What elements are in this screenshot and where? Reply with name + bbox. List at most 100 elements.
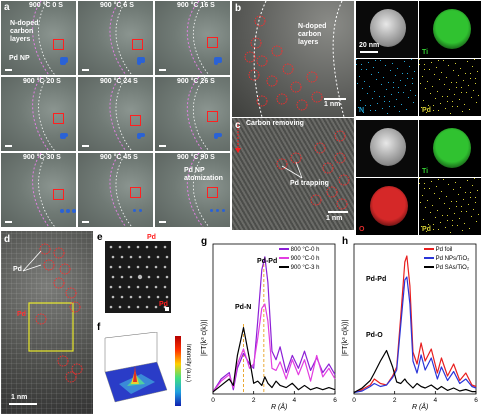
panel-a-tile-label: 900 °C 16 S xyxy=(177,2,215,9)
panel-a-tile: 900 °C 24 S xyxy=(78,77,153,151)
map-scalebar xyxy=(360,51,378,53)
fft-spot xyxy=(147,295,151,299)
panel-b-overlay xyxy=(244,1,345,117)
fft-spot xyxy=(127,285,131,289)
fft-spot xyxy=(120,255,124,259)
panel-e: e Pd Pd xyxy=(95,231,174,321)
panel-d-letter: d xyxy=(4,234,11,245)
panel-g-xlabel: R (Å) xyxy=(271,404,288,411)
x-tick-label: 6 xyxy=(333,397,337,404)
fft-spot xyxy=(163,285,167,289)
fft-spot xyxy=(120,295,124,299)
x-tick-label: 0 xyxy=(211,397,215,404)
fft-spot xyxy=(111,295,115,299)
fft-spot xyxy=(129,295,133,299)
panel-a-tile: 900 °C 20 S xyxy=(1,77,76,151)
fft-spot xyxy=(127,265,131,269)
panel-c-letter: c xyxy=(235,120,241,131)
panel-g-letter: g xyxy=(201,236,208,247)
series-line xyxy=(212,303,336,393)
panel-a-tile: 900 °C 45 S xyxy=(78,153,153,227)
fft-spot xyxy=(154,305,158,309)
nanoparticle-model-atom xyxy=(133,209,136,212)
panel-a: a 900 °C 0 S 900 °C 6 S 900 °C 16 S 900 °C … xyxy=(1,1,231,227)
fft-spot xyxy=(163,245,167,249)
panel-f-colorbar-label: Intensity (a.u.) xyxy=(185,344,191,383)
nanoparticle-model-atom xyxy=(141,133,145,137)
panel-a-tile-label: 900 °C 24 S xyxy=(100,78,138,85)
panel-g-legend: 800 °C-0 h 900 °C-0 h 900 °C-3 h xyxy=(279,246,319,273)
fft-spot xyxy=(118,245,122,249)
legend-item: Pd SAs/TiO₂ xyxy=(424,264,469,273)
panel-b-letter: b xyxy=(235,3,242,14)
fft-spot xyxy=(138,295,142,299)
x-tick-label: 2 xyxy=(393,397,397,404)
nanoparticle-model-atom xyxy=(218,133,222,137)
panel-a-tile: 900 °C 0 S xyxy=(1,1,76,75)
fft-spot xyxy=(129,275,133,279)
panel-e-letter: e xyxy=(97,232,103,243)
panel-a-tile-label: 900 °C 26 S xyxy=(177,78,215,85)
panel-a-tile: 900 °C 6 S xyxy=(78,1,153,75)
fft-spot xyxy=(136,245,140,249)
panel-b-annotation: N-doped carbon layers xyxy=(298,23,327,46)
legend-item: Pd NPs/TiO₂ xyxy=(424,255,469,264)
fft-spot xyxy=(127,305,131,309)
nanoparticle-model-atom xyxy=(62,135,66,139)
panel_b-map-label: Ti xyxy=(422,49,429,56)
fft-spot xyxy=(154,285,158,289)
panel-c-annotation: Pd trapping xyxy=(290,180,329,187)
fft-spot xyxy=(145,245,149,249)
legend-item: 800 °C-0 h xyxy=(279,246,319,255)
fft-spot xyxy=(109,245,113,249)
panel-b-scalebar xyxy=(324,98,346,100)
panel-a-tile-label: 900 °C 0 S xyxy=(29,2,63,9)
panel_b-map: 20 nm xyxy=(356,1,418,58)
panel-a-tile: 900 °C 16 S xyxy=(155,1,230,75)
panel-d-pd-label-2: Pd xyxy=(17,311,26,318)
panel-c-title: Carbon removing xyxy=(246,120,304,127)
fft-spot xyxy=(156,275,160,279)
nanoparticle-model-atom xyxy=(62,61,66,65)
series-line xyxy=(353,349,476,394)
panel-h-pdpd: Pd-Pd xyxy=(366,276,387,283)
panel-h-xlabel: R (Å) xyxy=(412,404,429,411)
fft-spot xyxy=(137,274,143,280)
panel-c-scalebar xyxy=(328,211,348,213)
fft-spot xyxy=(145,285,149,289)
panel_b-map: Ti xyxy=(419,1,481,58)
panel_b-map-label: Pd xyxy=(422,107,431,114)
nanoparticle-model-atom xyxy=(216,209,219,212)
panel-a-atomization-annotation: Pd NP atomization xyxy=(184,167,223,182)
panel-e-fft xyxy=(105,241,171,313)
x-tick-label: 2 xyxy=(252,397,256,404)
series-line xyxy=(353,276,477,394)
panel-b-scale-label: 1 nm xyxy=(324,101,341,108)
legend-item: Pd foil xyxy=(424,246,469,255)
panel-d-overlay xyxy=(22,243,83,383)
panel_b-map: Pd xyxy=(419,59,481,116)
fft-spot xyxy=(118,305,122,309)
nanoparticle-model-atom xyxy=(210,209,213,212)
panel-a-tile-label: 900 °C 30 S xyxy=(23,154,61,161)
panel-d-scalebar xyxy=(9,403,37,405)
panel-f: f Intensity (a.u.) xyxy=(95,322,199,414)
x-tick-label: 6 xyxy=(474,397,478,404)
fft-spot xyxy=(165,295,169,299)
nanoparticle-model-atom xyxy=(72,209,76,213)
nanoparticle-model-atom xyxy=(214,61,218,65)
nanoparticle-model-atom xyxy=(137,135,141,139)
panel-g-pdpd: Pd-Pd xyxy=(257,258,278,265)
panel_c-map: Pd xyxy=(419,178,481,235)
panel_c-map-label: O xyxy=(359,226,365,233)
panel-f-surface xyxy=(104,332,168,403)
nanoparticle-model-atom xyxy=(137,61,141,65)
fft-spot xyxy=(111,255,115,259)
panel-g-pdn: Pd-N xyxy=(235,304,252,311)
panel_c-map xyxy=(356,120,418,177)
panel-g-chart: 0 2 4 6 xyxy=(211,243,337,404)
x-tick-label: 4 xyxy=(293,397,297,404)
panel-d-pd-label-1: Pd xyxy=(13,266,22,273)
